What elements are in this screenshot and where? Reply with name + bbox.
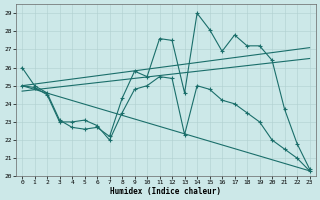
X-axis label: Humidex (Indice chaleur): Humidex (Indice chaleur) xyxy=(110,187,221,196)
